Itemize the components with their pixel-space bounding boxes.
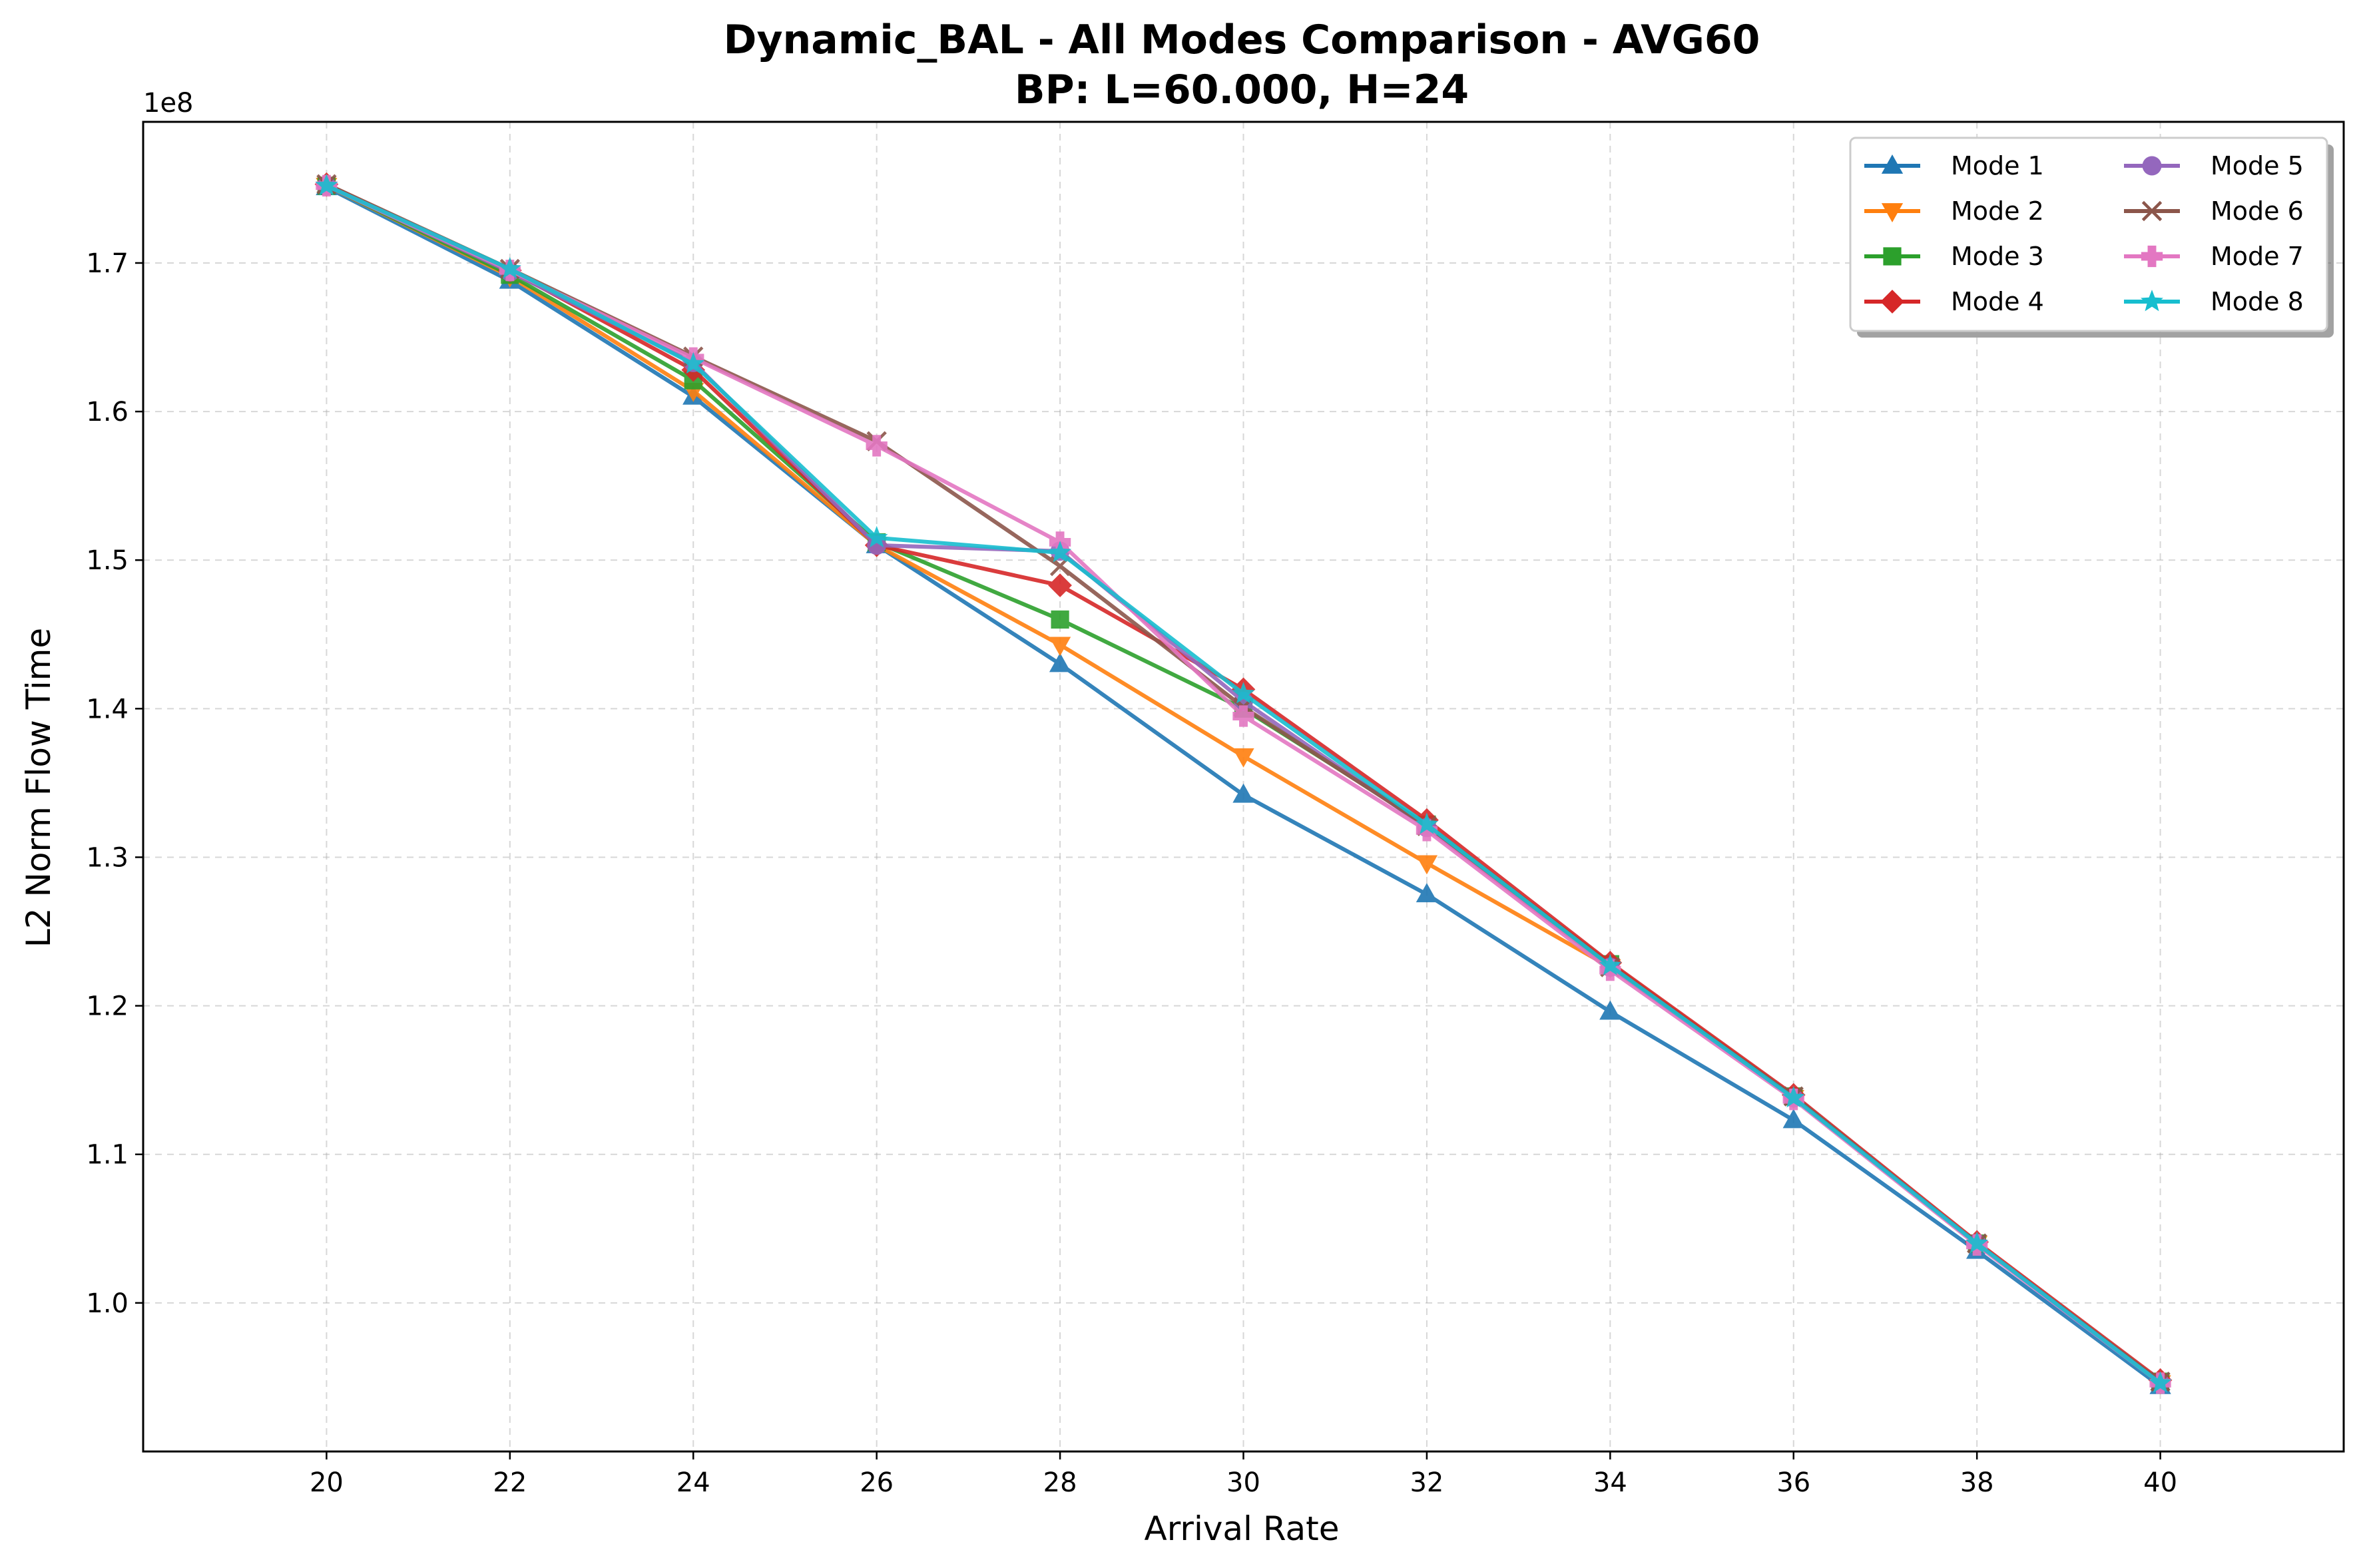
legend-item: Mode 6: [2124, 196, 2304, 226]
x-tick-label: 24: [676, 1467, 710, 1498]
legend-label: Mode 6: [2211, 196, 2304, 226]
star-marker: [1415, 812, 1438, 834]
legend-item: Mode 2: [1864, 196, 2044, 226]
chart-subtitle: BP: L=60.000, H=24: [1015, 67, 1469, 113]
x-tick-label: 20: [310, 1467, 344, 1498]
legend-label: Mode 1: [1951, 151, 2044, 180]
star-marker: [498, 257, 521, 279]
legend-label: Mode 4: [1951, 287, 2044, 316]
y-tick-label: 1.1: [86, 1140, 129, 1171]
legend: Mode 1 Mode 2 Mode 3 Mode 4 Mode 5 Mode 6 Mode…: [1849, 136, 2334, 338]
triangle-up-marker: [1232, 783, 1254, 803]
legend-item: Mode 3: [1864, 242, 2044, 271]
legend-label: Mode 7: [2211, 242, 2304, 271]
y-tick-label: 1.2: [86, 991, 129, 1022]
plus-filled-marker: [2141, 245, 2163, 268]
square-marker: [1051, 610, 1069, 629]
y-tick-label: 1.0: [86, 1288, 129, 1319]
series-layer: [314, 172, 2173, 1395]
chart-title: Dynamic_BAL - All Modes Comparison - AVG…: [724, 17, 1760, 63]
circle-marker: [2142, 156, 2162, 176]
star-marker: [1049, 541, 1072, 563]
plus-filled-marker: [1232, 705, 1254, 727]
legend-item: Mode 5: [2124, 151, 2304, 180]
axis-ticks: 20 22 24 26 28 30 32 34 36 38 40 1.0 1.1 1.2 1.3 1.4 1.5…: [86, 248, 2177, 1498]
triangle-down-marker: [1232, 748, 1254, 768]
star-marker: [2149, 1371, 2172, 1393]
triangle-up-marker: [1049, 653, 1071, 672]
y-tick-label: 1.7: [86, 248, 129, 279]
x-axis-label: Arrival Rate: [1145, 1509, 1340, 1548]
triangle-up-marker: [1599, 1000, 1621, 1020]
plot-area-frame: [142, 121, 2345, 1453]
triangle-up-marker: [1416, 883, 1438, 903]
x-tick-label: 34: [1593, 1467, 1627, 1498]
diamond-marker: [1048, 573, 1072, 598]
y-tick-label: 1.5: [86, 545, 129, 576]
y-scale-label: 1e8: [143, 88, 194, 119]
y-axis-label: L2 Norm Flow Time: [19, 628, 58, 947]
diamond-marker: [1880, 290, 1904, 314]
star-marker: [1232, 682, 1255, 704]
x-tick-label: 32: [1410, 1467, 1444, 1498]
legend-item: Mode 8: [2124, 287, 2304, 316]
x-tick-label: 30: [1226, 1467, 1260, 1498]
legend-item: Mode 7: [2124, 242, 2304, 271]
star-marker: [1966, 1231, 1989, 1254]
star-marker: [865, 525, 888, 548]
x-tick-label: 22: [493, 1467, 527, 1498]
legend-label: Mode 8: [2211, 287, 2304, 316]
legend-label: Mode 2: [1951, 196, 2044, 226]
y-tick-label: 1.6: [86, 397, 129, 427]
plus-filled-marker: [866, 435, 888, 457]
triangle-up-marker: [1881, 154, 1904, 174]
star-marker: [2141, 290, 2163, 312]
x-tick-label: 40: [2143, 1467, 2177, 1498]
x-tick-label: 38: [1960, 1467, 1994, 1498]
square-marker: [1883, 247, 1902, 266]
series-8: [315, 174, 2172, 1393]
x-marker: [2141, 200, 2163, 222]
legend-label: Mode 3: [1951, 242, 2044, 271]
triangle-down-marker: [1881, 203, 1904, 222]
triangle-down-marker: [1416, 855, 1438, 875]
triangle-down-marker: [1049, 637, 1071, 656]
x-tick-label: 36: [1776, 1467, 1810, 1498]
y-tick-label: 1.4: [86, 694, 129, 724]
legend-item: Mode 4: [1864, 287, 2044, 316]
legend-item: Mode 1: [1864, 151, 2044, 180]
triangle-up-marker: [1782, 1109, 1804, 1129]
star-marker: [315, 174, 338, 196]
legend-label: Mode 5: [2211, 151, 2304, 180]
star-marker: [1599, 953, 1622, 975]
legend-box: [1849, 136, 2328, 332]
x-tick-label: 28: [1043, 1467, 1077, 1498]
star-marker: [1782, 1086, 1805, 1108]
star-marker: [682, 352, 705, 374]
y-tick-label: 1.3: [86, 842, 129, 873]
x-tick-label: 26: [860, 1467, 894, 1498]
plus-filled-marker: [1416, 820, 1438, 842]
